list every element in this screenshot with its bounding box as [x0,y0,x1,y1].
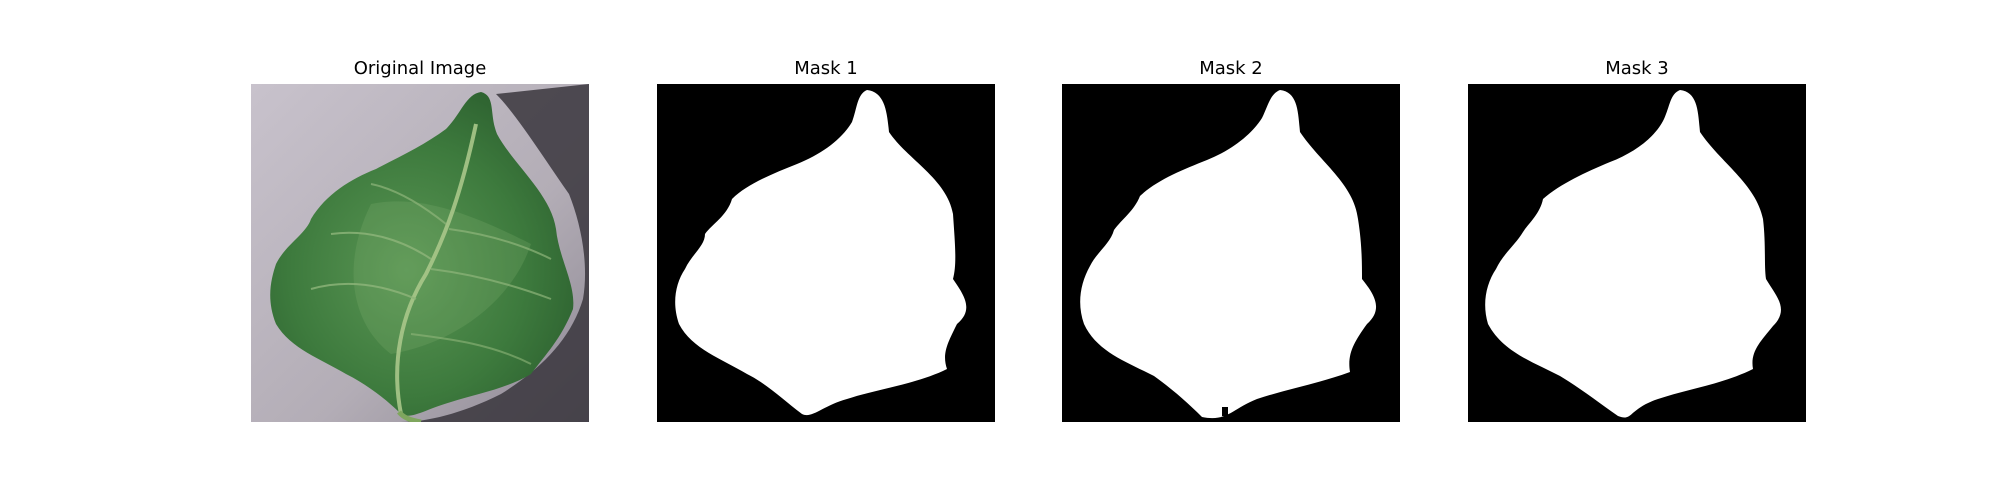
mask-1-image [657,84,995,422]
mask-2-leaf [1080,90,1377,419]
mask-1-leaf [675,90,967,416]
leaf-midrib [395,123,478,415]
panel-title-mask-3: Mask 3 [1605,58,1669,79]
mask-1 [657,84,995,422]
mask-2-image [1062,84,1400,422]
leaf-photo [251,84,589,422]
leaf-shadow [401,84,589,422]
panel-title-original: Original Image [353,58,487,79]
panel-title-mask-1: Mask 1 [794,58,858,79]
original-image [251,84,589,422]
mask-3-leaf [1485,90,1781,418]
mask-3 [1468,84,1806,422]
panel-title-mask-2: Mask 2 [1199,58,1263,79]
mask-2 [1062,84,1400,422]
mask-3-image [1468,84,1806,422]
